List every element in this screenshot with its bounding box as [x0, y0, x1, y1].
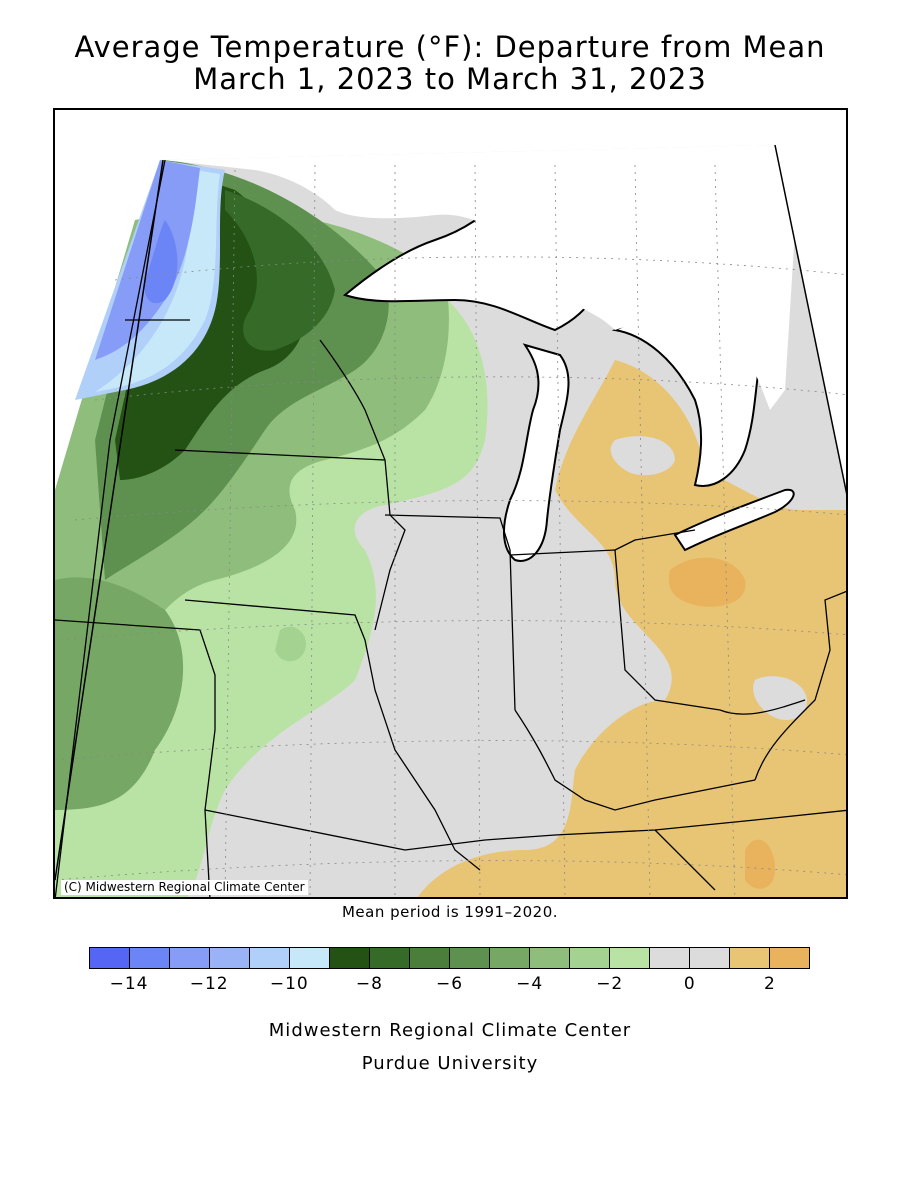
legend-swatch [170, 948, 210, 968]
legend-tick-label: −4 [516, 974, 544, 994]
region-gray-pocket-oh [753, 676, 807, 720]
legend-tick-label: 0 [683, 974, 696, 994]
legend-swatch [650, 948, 690, 968]
legend-swatch [770, 948, 809, 968]
legend-tick-label: 2 [764, 974, 776, 994]
legend-tick-label: −12 [189, 974, 229, 994]
legend-tick-label: −8 [355, 974, 383, 994]
copyright-label: (C) Midwestern Regional Climate Center [61, 880, 308, 895]
legend-swatch [690, 948, 730, 968]
legend-swatch [90, 948, 130, 968]
region-white-canada [163, 145, 795, 410]
region-green-patch [275, 626, 306, 662]
region-tan-dark-south [745, 839, 775, 889]
footer-organization: Midwestern Regional Climate Center [268, 1020, 632, 1041]
legend-swatch [530, 948, 570, 968]
legend-tick-label: −14 [109, 974, 149, 994]
temperature-map [55, 144, 846, 897]
mean-period-note: Mean period is 1991–2020. [341, 903, 559, 921]
region-gray-pocket-mi [610, 436, 675, 476]
region-tan-dark [668, 557, 746, 607]
legend-tick-label: −6 [435, 974, 464, 994]
legend-tick-label: −2 [596, 974, 624, 994]
legend-swatch [410, 948, 450, 968]
footer-university: Purdue University [361, 1053, 539, 1074]
region-blue-deeper [144, 220, 178, 304]
legend-swatch [250, 948, 290, 968]
legend-tick-label: −10 [269, 974, 309, 994]
legend-swatch [210, 948, 250, 968]
region-tan-east [417, 360, 846, 897]
graticule [55, 164, 846, 897]
legend-swatch [450, 948, 490, 968]
legend-swatch [330, 948, 370, 968]
legend-swatch [130, 948, 170, 968]
legend-tick-labels: −14 −12 −10 −8 −6 −4 −2 0 2 [89, 970, 810, 1000]
map-subtitle-dates: March 1, 2023 to March 31, 2023 [193, 62, 707, 96]
legend-swatch [610, 948, 650, 968]
color-legend [89, 947, 810, 969]
region-darker-green-band [225, 190, 335, 351]
projection-edge [55, 144, 846, 881]
map-panel: (C) Midwestern Regional Climate Center [53, 108, 848, 899]
region-light-cyan [95, 170, 220, 392]
legend-swatch [370, 948, 410, 968]
state-boundaries [55, 159, 846, 897]
legend-swatch [490, 948, 530, 968]
legend-swatch [290, 948, 330, 968]
lake-erie [673, 488, 795, 552]
legend-swatch [730, 948, 770, 968]
lake-michigan [503, 343, 570, 562]
legend-swatch [570, 948, 610, 968]
map-title: Average Temperature (°F): Departure from… [74, 30, 826, 64]
